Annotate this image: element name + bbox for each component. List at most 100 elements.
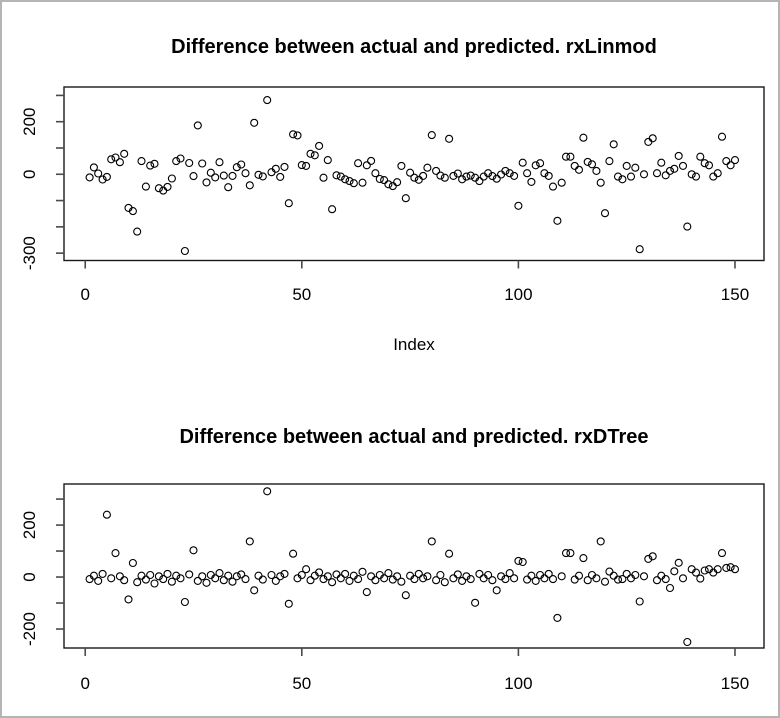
data-point (137, 157, 146, 166)
data-point (94, 169, 103, 178)
data-point (722, 157, 731, 166)
data-point (401, 591, 410, 600)
plot-box (63, 483, 765, 649)
data-point (557, 572, 566, 581)
data-point (652, 169, 662, 178)
data-point (432, 576, 441, 585)
data-point (302, 565, 311, 574)
data-point (228, 171, 237, 180)
data-point (531, 161, 540, 170)
x-tick-label: 0 (80, 285, 89, 304)
x-axis-label-index: Index (393, 335, 435, 354)
data-point (458, 175, 467, 184)
data-point (600, 577, 610, 586)
data-point (254, 571, 263, 580)
data-point (700, 566, 709, 575)
data-point (596, 178, 605, 187)
data-point (622, 569, 631, 578)
data-point (276, 572, 285, 581)
data-point (297, 161, 306, 170)
data-point (146, 570, 155, 580)
data-point (466, 575, 475, 584)
plot-title-rxdtree: Difference between actual and predicted.… (179, 426, 648, 448)
data-point (284, 199, 293, 208)
data-point (661, 575, 670, 584)
data-point (661, 171, 670, 180)
data-point (553, 216, 562, 225)
data-point (631, 163, 640, 172)
data-point (159, 575, 168, 584)
data-point (280, 162, 289, 171)
data-point (505, 569, 514, 578)
data-point (176, 574, 185, 583)
y-tick-label: -300 (20, 236, 39, 270)
data-point (488, 576, 497, 585)
data-point (544, 171, 553, 180)
data-point (427, 537, 436, 546)
data-point (540, 574, 549, 583)
data-point (497, 572, 506, 581)
data-point (332, 570, 341, 579)
data-point (141, 182, 150, 191)
data-point (449, 171, 458, 180)
data-point (267, 570, 276, 580)
data-point (328, 205, 337, 214)
data-point (388, 182, 397, 191)
x-tick-label: 50 (292, 674, 311, 693)
data-point (167, 577, 176, 586)
data-point (362, 161, 371, 170)
data-point (85, 173, 94, 182)
data-point (211, 574, 220, 583)
data-point (219, 171, 228, 180)
data-point (336, 574, 345, 583)
data-point (306, 576, 315, 585)
data-point (423, 572, 432, 581)
data-point (622, 161, 631, 170)
data-point (505, 169, 514, 178)
data-point (345, 576, 354, 585)
data-point (523, 169, 532, 178)
data-point (514, 201, 523, 210)
data-point (570, 575, 579, 584)
data-point (315, 141, 324, 150)
data-point (224, 571, 233, 580)
data-point (154, 572, 163, 581)
data-point (202, 578, 211, 587)
data-point (458, 576, 467, 585)
data-point (198, 572, 207, 581)
data-point (726, 161, 735, 170)
data-point (215, 569, 224, 578)
y-tick-label: -200 (20, 612, 39, 646)
y-tick-label: 0 (20, 170, 39, 179)
data-point (241, 169, 250, 178)
data-point (380, 176, 389, 185)
data-point (462, 172, 471, 181)
data-point (102, 172, 111, 181)
data-point (618, 575, 627, 584)
data-point (453, 169, 462, 178)
data-point (696, 574, 705, 583)
data-point (605, 157, 614, 166)
data-point (341, 175, 350, 184)
data-point (384, 569, 393, 578)
data-point (128, 207, 137, 216)
scatter-panel-rxlinmod: 0 50 100 150 200 0 -300 (20, 86, 765, 304)
data-point (484, 570, 493, 580)
data-point (414, 569, 423, 578)
data-point (510, 171, 519, 180)
data-point (163, 182, 172, 191)
data-point (297, 570, 306, 580)
data-point (124, 595, 133, 604)
data-point (423, 163, 432, 172)
data-point (678, 574, 688, 583)
data-point (449, 574, 458, 583)
x-tick-label: 0 (80, 674, 89, 693)
data-point (102, 510, 111, 519)
data-point (501, 575, 510, 584)
data-point (345, 177, 354, 186)
data-point (120, 149, 129, 158)
data-point (115, 158, 124, 167)
data-point (730, 565, 740, 574)
data-point (687, 170, 696, 179)
data-point (336, 172, 345, 181)
